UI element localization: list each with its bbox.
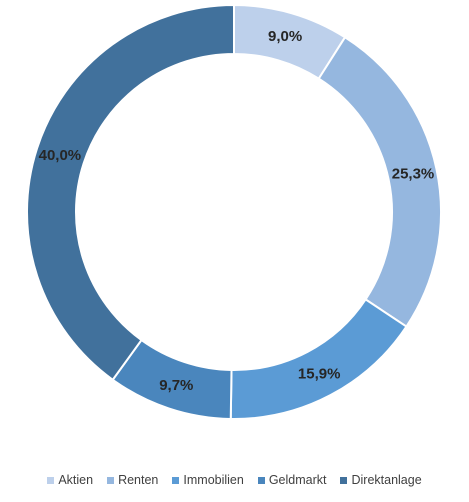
legend-item-geldmarkt: Geldmarkt: [257, 473, 327, 487]
legend-label: Geldmarkt: [268, 473, 327, 487]
data-label-aktien: 9,0%: [268, 28, 302, 45]
donut-slice-direktanlage: [26, 3, 235, 382]
legend-label: Immobilien: [183, 473, 244, 487]
legend-label: Direktanlage: [351, 473, 422, 487]
donut-slice-immobilien: [229, 298, 408, 420]
data-labels: 9,0% 25,3% 15,9% 9,7% 40,0%: [39, 28, 435, 394]
legend-swatch: [172, 476, 180, 484]
legend-swatch: [340, 476, 348, 484]
donut-chart: 9,0% 25,3% 15,9% 9,7% 40,0%: [26, 3, 442, 420]
data-label-direktanlage: 40,0%: [39, 147, 82, 164]
legend-item-renten: Renten: [107, 473, 158, 487]
legend-label: Renten: [118, 473, 159, 487]
chart-legend: Aktien Renten Immobilien Geldmarkt Direktanl…: [0, 473, 469, 487]
data-label-geldmarkt: 9,7%: [159, 377, 193, 394]
legend-swatch: [257, 476, 265, 484]
legend-swatch: [107, 476, 115, 484]
legend-item-direktanlage: Direktanlage: [340, 473, 422, 487]
donut-slices: [26, 3, 442, 420]
data-label-immobilien: 15,9%: [298, 365, 341, 382]
data-label-renten: 25,3%: [392, 166, 435, 183]
legend-item-aktien: Aktien: [47, 473, 93, 487]
legend-item-immobilien: Immobilien: [172, 473, 244, 487]
legend-swatch: [47, 476, 55, 484]
legend-label: Aktien: [58, 473, 94, 487]
